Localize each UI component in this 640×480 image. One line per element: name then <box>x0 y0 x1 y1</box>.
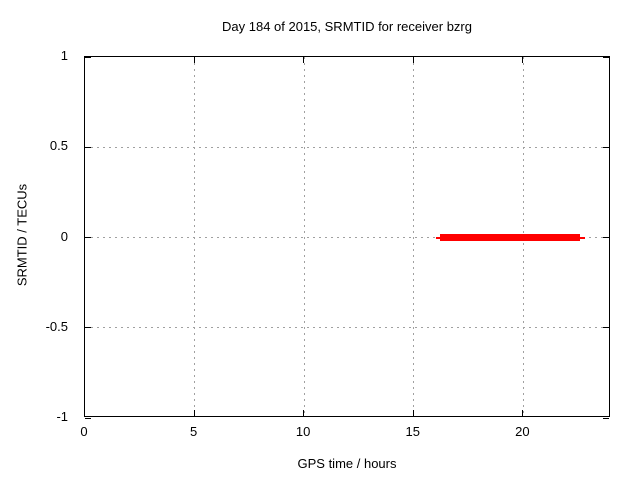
y-gridline <box>85 146 609 148</box>
y-tick-label: -1 <box>56 409 68 424</box>
x-tick-mark-bottom <box>193 410 195 416</box>
y-tick-mark-right <box>603 146 609 148</box>
x-tick-mark-bottom <box>412 410 414 416</box>
x-axis-label: GPS time / hours <box>297 456 397 471</box>
y-tick-mark-right <box>603 56 609 58</box>
x-tick-mark-top <box>84 57 85 63</box>
x-tick-mark-bottom <box>522 410 524 416</box>
x-tick-label: 20 <box>515 424 530 439</box>
y-tick-mark-left <box>85 237 91 238</box>
x-tick-mark-top <box>193 57 195 63</box>
y-tick-mark-left <box>85 146 91 148</box>
x-tick-mark-bottom <box>303 410 305 416</box>
y-tick-mark-right <box>603 327 609 329</box>
y-tick-mark-left <box>85 56 91 58</box>
x-gridline <box>413 57 415 416</box>
y-tick-label: 0.5 <box>49 138 68 154</box>
x-gridline <box>194 57 196 416</box>
y-tick-mark-right <box>603 237 609 238</box>
x-tick-label: 0 <box>80 424 88 439</box>
data-series-segment <box>440 234 581 241</box>
y-tick-label: -0.5 <box>45 318 68 334</box>
chart-title: Day 184 of 2015, SRMTID for receiver bzr… <box>222 19 472 34</box>
x-tick-label: 10 <box>295 424 311 439</box>
y-tick-mark-left <box>85 417 91 419</box>
y-gridline <box>85 327 609 329</box>
y-tick-label: 1 <box>60 48 68 63</box>
x-tick-mark-top <box>522 57 524 63</box>
x-tick-label: 15 <box>405 424 420 439</box>
x-tick-mark-top <box>412 57 414 63</box>
y-tick-mark-left <box>85 327 91 329</box>
y-tick-label: 0 <box>60 228 68 244</box>
x-tick-mark-bottom <box>84 410 85 416</box>
x-tick-label: 5 <box>189 424 198 439</box>
plot-area <box>84 56 610 419</box>
x-gridline <box>303 57 305 416</box>
x-tick-mark-top <box>303 57 305 63</box>
y-tick-mark-right <box>603 417 609 419</box>
y-gridline <box>85 237 609 238</box>
